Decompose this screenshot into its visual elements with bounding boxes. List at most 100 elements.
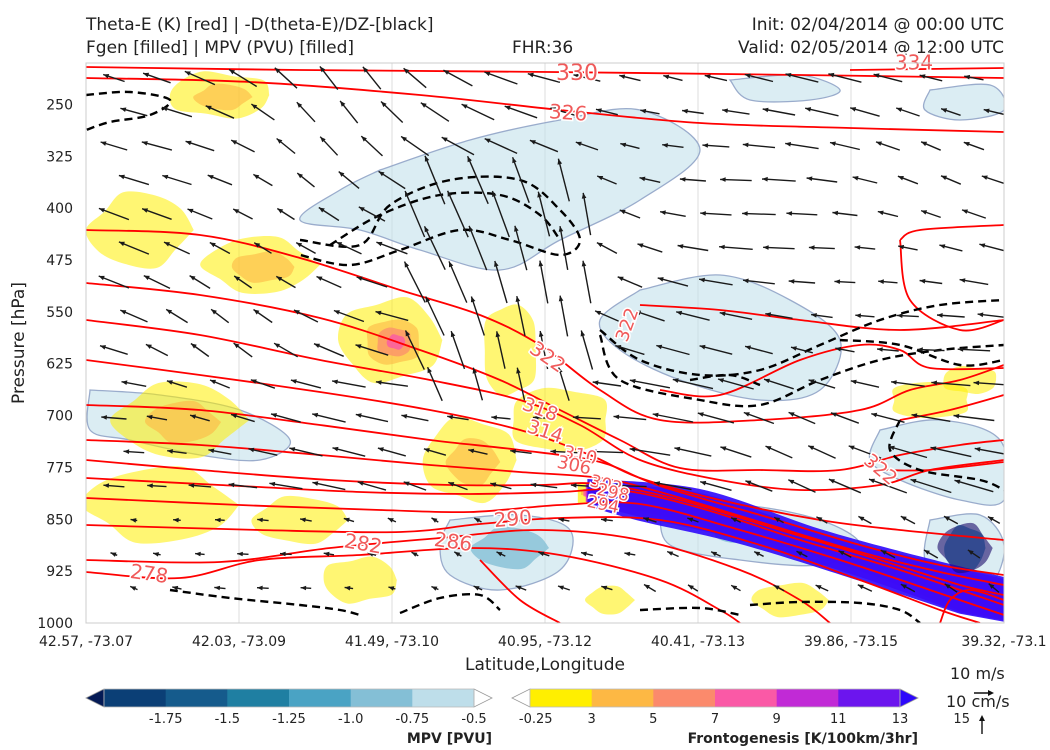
wind-vector: [172, 585, 182, 591]
wind-vector: [687, 584, 699, 592]
x-tick-label: 39.32, -73.1: [961, 634, 1046, 650]
wind-vector: [719, 311, 753, 320]
wind-vector: [575, 141, 599, 151]
wind-vector: [300, 585, 312, 591]
wind-vector: [323, 551, 335, 557]
wind-vector: [142, 72, 171, 84]
wind-vector: [888, 445, 928, 459]
wind-vector: [431, 517, 439, 523]
horizontal-vector-reference: 10 m/s: [950, 664, 1005, 683]
wind-vector: [730, 517, 741, 523]
wind-vector: [207, 174, 233, 186]
wind-vector: [319, 136, 339, 156]
wind-vector: [338, 171, 360, 189]
wind-vector: [895, 107, 920, 117]
wind-vector: [387, 517, 397, 523]
theta-e-line: [899, 224, 1004, 241]
theta-e-line: [639, 304, 1004, 331]
x-tick-label: 42.03, -73.09: [192, 634, 286, 650]
mpv-colorbar: -1.75 -1.5 -1.25 -1.0 -0.75 -0.5 -0.25 MPV [PVU…: [85, 688, 553, 747]
theta-e-line: [86, 404, 1004, 576]
wind-vector: [185, 140, 215, 152]
wind-vector: [917, 347, 945, 352]
x-tick-label: 39.86, -73.15: [804, 634, 898, 650]
init-time: Init: 02/04/2014 @ 00:00 UTC: [751, 15, 1004, 35]
wind-vector: [355, 344, 389, 356]
wind-vector: [166, 380, 188, 388]
wind-vector: [786, 211, 818, 216]
theta-e-line: [659, 343, 1004, 398]
wind-vector: [838, 550, 852, 558]
wind-vector: [461, 103, 495, 121]
wind-vector: [470, 296, 485, 336]
wind-vector: [911, 413, 951, 422]
wind-vector: [702, 143, 730, 148]
wind-vector: [253, 173, 273, 187]
wind-vector: [343, 517, 355, 523]
wind-vector: [919, 278, 943, 285]
wind-vector: [850, 379, 880, 388]
wind-vector: [447, 414, 469, 421]
wind-vector: [619, 209, 641, 219]
wind-vector: [184, 70, 216, 86]
wind-vector: [443, 69, 473, 87]
wind-vector: [510, 449, 532, 454]
wind-vector: [790, 346, 813, 354]
wind-vector: [279, 551, 292, 557]
wind-vector: [717, 378, 754, 390]
colorbar-extend-low: [511, 688, 531, 708]
wind-vector: [854, 245, 876, 250]
wind-vector: [943, 515, 959, 525]
chart-title-line2: Fgen [filled] | MPV (PVU) [filled]: [86, 38, 355, 58]
dthetae-dz-line: [839, 338, 1004, 367]
wind-vector: [195, 551, 205, 557]
theta-e-line: [849, 67, 1004, 71]
wind-vector: [378, 170, 406, 190]
wind-vector: [957, 347, 991, 352]
colorbar-tick-label: -0.25: [519, 712, 553, 727]
wind-vector: [963, 141, 985, 151]
theta-e-contours: [86, 66, 1004, 623]
wind-vector: [652, 412, 694, 423]
wind-vector: [788, 479, 816, 493]
wind-vector: [143, 274, 171, 290]
y-tick-label: 625: [46, 357, 73, 373]
y-tick-label: 250: [46, 97, 73, 113]
wind-vector: [637, 243, 663, 253]
wind-vector: [120, 309, 148, 323]
colorbar-tick-label: 13: [892, 712, 909, 727]
colorbar-segment: [591, 689, 654, 707]
fgen-region: [892, 382, 969, 419]
wind-vector: [118, 241, 150, 255]
wind-vector: [977, 312, 1004, 318]
wind-vector: [214, 517, 225, 523]
wind-vector: [875, 141, 901, 151]
wind-vector: [891, 380, 925, 387]
wind-vector: [974, 447, 1004, 455]
wind-vector: [537, 191, 551, 237]
wind-vector: [380, 100, 404, 124]
colorbar-tick-label: -1.25: [272, 712, 306, 727]
wind-vector: [765, 445, 793, 459]
colorbar-segment: [412, 689, 475, 707]
forecast-hour: FHR:36: [512, 38, 574, 58]
wind-vector: [662, 143, 684, 148]
colorbar-tick-label: -0.5: [461, 712, 486, 727]
wind-vector: [920, 141, 941, 151]
wind-vector: [719, 244, 753, 250]
wind-vector: [930, 446, 972, 458]
wind-vector: [868, 478, 908, 494]
wind-vector: [313, 343, 344, 357]
wind-vector: [855, 313, 875, 318]
wind-vector: [538, 260, 549, 304]
wind-vector: [613, 483, 647, 488]
wind-vector: [344, 585, 354, 591]
wind-vector: [110, 552, 118, 557]
wind-vector: [871, 412, 905, 423]
dthetae-dz-line: [599, 298, 1004, 377]
wind-vector: [233, 342, 253, 358]
wind-vector: [558, 517, 570, 523]
colorbar-segment: [530, 689, 593, 707]
wind-vector: [237, 551, 249, 557]
